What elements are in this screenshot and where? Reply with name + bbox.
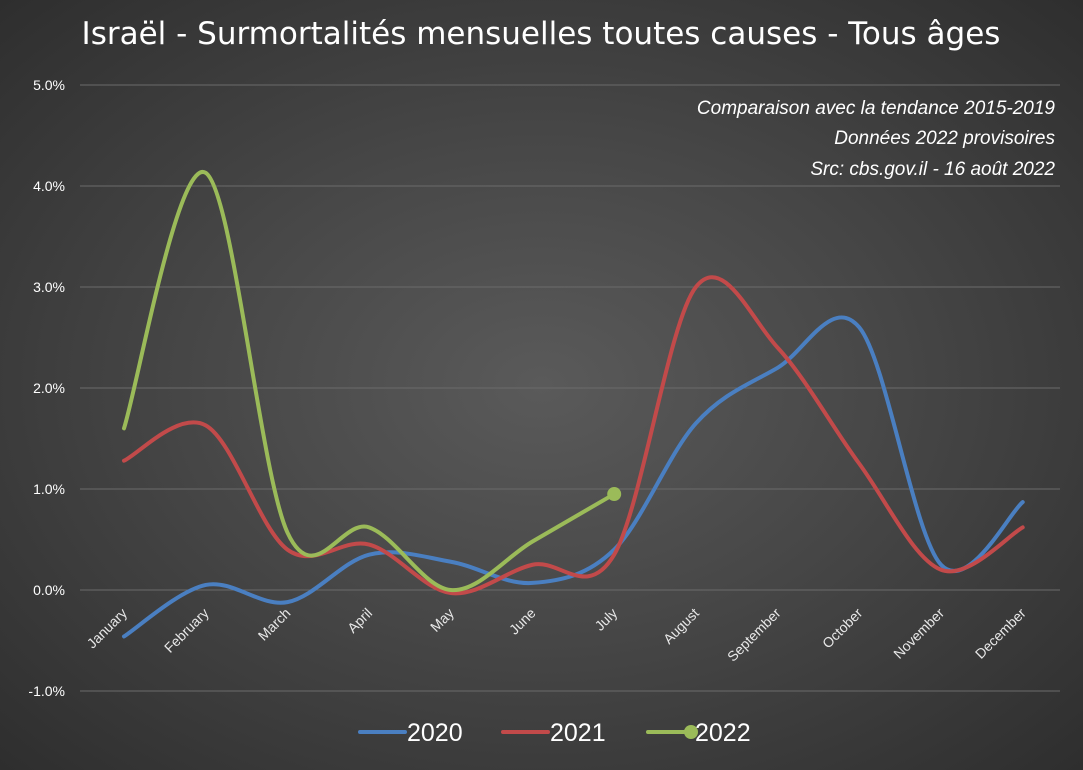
annotation-block: Comparaison avec la tendance 2015-2019 D… bbox=[697, 98, 1056, 180]
legend: 2020 2021 2022 bbox=[358, 719, 751, 747]
y-tick-label: 0.0% bbox=[33, 582, 65, 598]
y-tick-label: 3.0% bbox=[33, 279, 65, 295]
legend-label-2020: 2020 bbox=[407, 719, 463, 747]
legend-label-2022: 2022 bbox=[695, 719, 751, 747]
series-line-2020 bbox=[122, 315, 1025, 639]
x-tick-label: March bbox=[255, 605, 294, 644]
legend-label-2021: 2021 bbox=[550, 719, 606, 747]
y-tick-label: 2.0% bbox=[33, 380, 65, 396]
x-tick-label: June bbox=[506, 605, 539, 638]
x-tick-label: July bbox=[591, 605, 620, 634]
series-line-2022 bbox=[122, 170, 617, 593]
x-tick-label: May bbox=[427, 605, 457, 635]
x-tick-label: January bbox=[84, 605, 131, 652]
y-tick-label: 1.0% bbox=[33, 481, 65, 497]
annotation-comparison: Comparaison avec la tendance 2015-2019 bbox=[697, 98, 1056, 119]
x-tick-label: October bbox=[819, 605, 866, 652]
x-tick-label: February bbox=[161, 605, 212, 656]
x-tick-label: August bbox=[660, 605, 702, 647]
series-line-2021 bbox=[122, 275, 1025, 596]
x-tick-label: April bbox=[344, 605, 375, 636]
annotation-source: Src: cbs.gov.il - 16 août 2022 bbox=[810, 159, 1055, 180]
x-tick-label: December bbox=[972, 605, 1029, 662]
x-tick-label: November bbox=[890, 605, 947, 662]
series-lines bbox=[122, 170, 1025, 639]
x-tick-label: September bbox=[724, 605, 784, 665]
annotation-provisional: Données 2022 provisoires bbox=[834, 128, 1055, 149]
y-tick-label: 4.0% bbox=[33, 178, 65, 194]
y-tick-label: -1.0% bbox=[28, 683, 65, 699]
y-tick-label: 5.0% bbox=[33, 77, 65, 93]
chart-title: Israël - Surmortalités mensuelles toutes… bbox=[82, 16, 1001, 52]
legend-marker-2022 bbox=[684, 725, 698, 739]
y-axis-ticks: -1.0% 0.0% 1.0% 2.0% 3.0% 4.0% 5.0% bbox=[28, 77, 65, 699]
series-end-marker-2022 bbox=[607, 487, 622, 502]
x-axis-ticks: January February March April May June July Augu… bbox=[84, 605, 1029, 665]
